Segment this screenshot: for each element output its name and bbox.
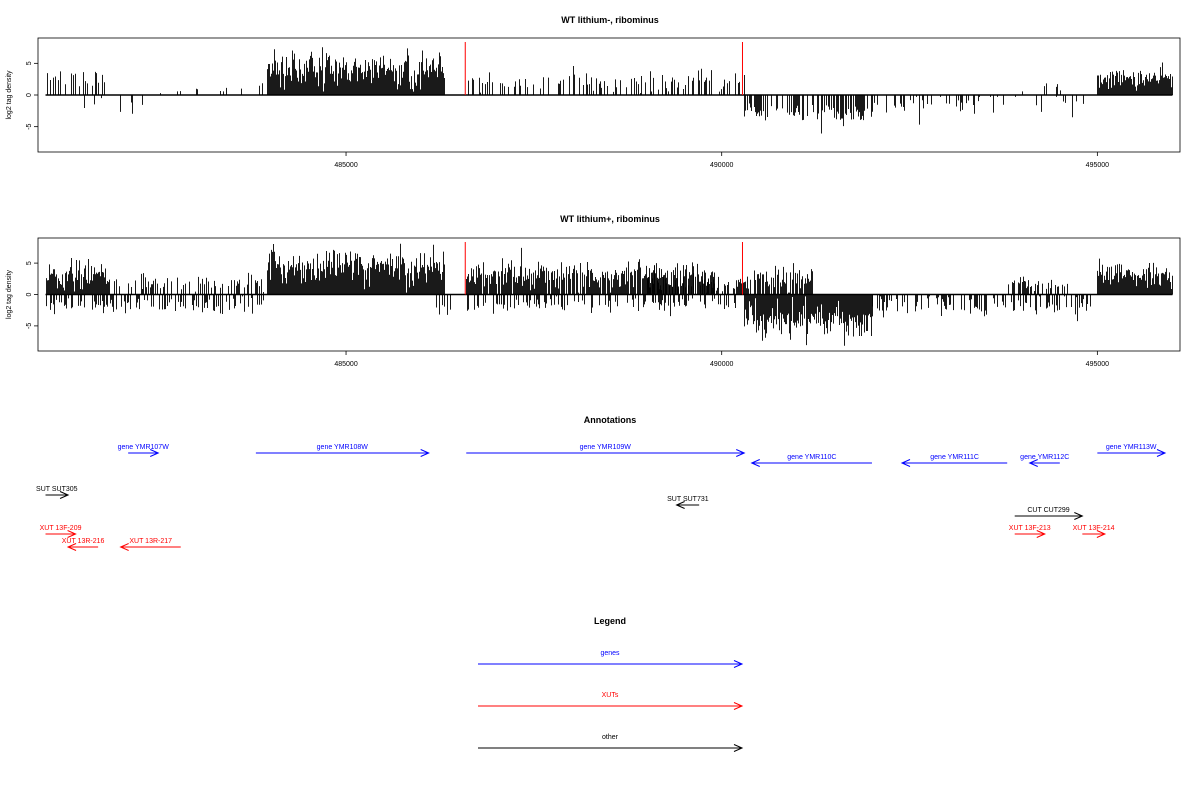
x-tick-label: 485000 — [334, 361, 357, 368]
feature-label: SUT SUT305 — [36, 486, 78, 493]
feature-label: XUT 13F-209 — [40, 525, 82, 532]
feature-label: XUT 13F-213 — [1009, 525, 1051, 532]
legend-arrow-head — [733, 744, 744, 752]
panel1-title: WT lithium-, ribominus — [561, 15, 659, 25]
feature-arrow-head — [900, 459, 911, 467]
x-tick-label: 490000 — [710, 162, 733, 169]
feature-arrow-head — [59, 491, 70, 499]
y-tick-label: -5 — [26, 323, 33, 329]
feature-label: gene YMR111C — [930, 454, 979, 461]
legend-arrow-head — [733, 702, 744, 710]
feature-arrow-head — [675, 501, 685, 509]
feature-arrow-head — [1156, 449, 1167, 457]
feature-label: XUT 13R-216 — [62, 538, 105, 545]
legend-label: XUTs — [602, 692, 619, 699]
feature-label: gene YMR113W — [1106, 444, 1157, 451]
x-tick-label: 490000 — [710, 361, 733, 368]
panel2-chart: log2 tag density 5 0 -5 485000 490000 495000 — [6, 237, 1181, 368]
feature-label: CUT CUT299 — [1027, 507, 1069, 514]
y-tick-label: -5 — [26, 123, 33, 129]
y-tick-label: 0 — [26, 93, 33, 97]
feature-label: gene YMR108W — [317, 444, 369, 451]
y-tick-label: 0 — [26, 292, 33, 296]
feature-label: gene YMR110C — [787, 454, 836, 461]
feature-arrow-head — [1028, 459, 1038, 467]
feature-label: gene YMR107W — [118, 444, 170, 451]
feature-arrow-head — [150, 449, 160, 457]
feature-label: gene YMR112C — [1020, 454, 1069, 461]
x-tick-label: 495000 — [1086, 162, 1109, 169]
density-bars — [46, 243, 1173, 346]
x-tick-label: 495000 — [1086, 361, 1109, 368]
feature-label: gene YMR109W — [580, 444, 632, 451]
panel1-chart: log2 tag density 5 0 -5 485000 490000 495000 — [6, 37, 1181, 169]
y-tick-label: 5 — [26, 261, 33, 265]
feature-label: SUT SUT731 — [667, 496, 709, 503]
feature-arrow-head — [119, 543, 129, 551]
legend-label: genes — [600, 650, 620, 657]
legend-title: Legend — [594, 616, 626, 626]
annotations-title: Annotations — [584, 415, 637, 425]
y-tick-label: 5 — [26, 61, 33, 65]
feature-arrow-head — [66, 543, 77, 551]
density-bars — [47, 47, 1173, 134]
x-tick-label: 485000 — [334, 162, 357, 169]
feature-arrow-head — [736, 449, 746, 457]
annotation-tracks: gene YMR107W gene YMR108W gene YMR109W gene… — [36, 444, 1167, 551]
feature-label: XUT 13R-217 — [129, 538, 172, 545]
y-axis-label: log2 tag density — [6, 269, 13, 319]
legend-label: other — [602, 734, 619, 741]
feature-arrow-head — [420, 449, 430, 457]
legend-arrow-head — [733, 660, 744, 668]
legend: genes XUTs other — [478, 650, 744, 752]
feature-label: XUT 13F-214 — [1073, 525, 1115, 532]
feature-arrow-head — [1036, 530, 1047, 538]
feature-arrow-head — [67, 530, 77, 538]
feature-arrow-head — [750, 459, 760, 467]
feature-arrow-head — [1096, 530, 1107, 538]
panel2-title: WT lithium+, ribominus — [560, 214, 660, 224]
feature-arrow-head — [1074, 512, 1084, 520]
y-axis-label: log2 tag density — [6, 70, 13, 120]
